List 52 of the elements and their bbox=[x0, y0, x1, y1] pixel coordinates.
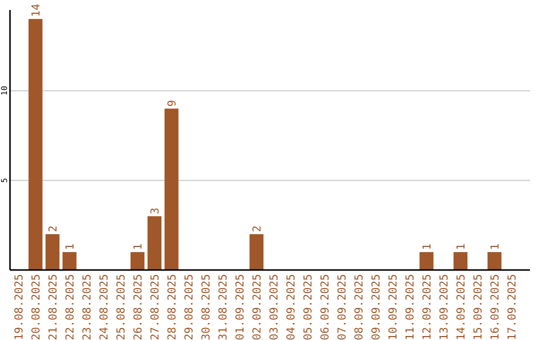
x-tick-label: 19.08.2025 bbox=[12, 274, 26, 340]
data-label: 1 bbox=[488, 243, 502, 250]
bar bbox=[250, 234, 264, 270]
data-label: 1 bbox=[420, 243, 434, 250]
x-tick-label: 27.08.2025 bbox=[148, 274, 162, 340]
bar bbox=[62, 252, 76, 270]
bar bbox=[164, 108, 178, 270]
x-tick-label: 08.09.2025 bbox=[352, 274, 366, 340]
bar bbox=[148, 216, 162, 270]
x-tick-label: 09.09.2025 bbox=[370, 274, 382, 340]
x-tick-label: 23.08.2025 bbox=[80, 274, 94, 340]
x-tick-label: 16.09.2025 bbox=[488, 274, 502, 340]
x-tick-label: 11.09.2025 bbox=[404, 274, 416, 340]
x-tick-label: 30.08.2025 bbox=[200, 274, 212, 340]
x-tick-label: 25.08.2025 bbox=[114, 274, 128, 340]
x-tick-label: 13.09.2025 bbox=[438, 274, 450, 340]
data-label: 3 bbox=[148, 208, 162, 214]
x-tick-label: 05.09.2025 bbox=[302, 274, 314, 340]
x-tick-label: 31.08.2025 bbox=[216, 274, 230, 340]
x-tick-label: 06.09.2025 bbox=[318, 274, 332, 340]
data-label: 14 bbox=[30, 3, 42, 17]
x-tick-label: 04.09.2025 bbox=[284, 274, 298, 340]
bar bbox=[454, 252, 468, 270]
x-tick-label: 24.08.2025 bbox=[98, 274, 110, 340]
x-tick-label: 22.08.2025 bbox=[64, 274, 76, 340]
x-tick-label: 02.09.2025 bbox=[250, 274, 264, 340]
data-label: 2 bbox=[46, 226, 60, 232]
x-tick-label: 07.09.2025 bbox=[336, 274, 348, 340]
x-tick-label: 21.08.2025 bbox=[46, 274, 60, 340]
data-label: 9 bbox=[166, 100, 178, 107]
y-tick-label: 5 bbox=[0, 178, 9, 183]
x-tick-label: 26.08.2025 bbox=[132, 274, 144, 340]
data-label: 1 bbox=[64, 243, 76, 250]
x-tick-label: 14.09.2025 bbox=[454, 274, 468, 340]
x-tick-label: 29.08.2025 bbox=[182, 274, 196, 340]
x-tick-label: 28.08.2025 bbox=[166, 274, 178, 340]
x-tick-label: 20.08.2025 bbox=[30, 274, 42, 340]
x-tick-label: 01.09.2025 bbox=[234, 274, 246, 340]
bar bbox=[488, 252, 502, 270]
bar bbox=[130, 252, 144, 270]
y-tick-label: 10 bbox=[0, 86, 9, 96]
bar bbox=[46, 234, 60, 270]
bar bbox=[28, 18, 42, 270]
bar bbox=[420, 252, 434, 270]
x-tick-label: 12.09.2025 bbox=[420, 274, 434, 340]
x-tick-label: 10.09.2025 bbox=[386, 274, 400, 340]
data-label: 2 bbox=[250, 226, 264, 232]
x-tick-label: 17.09.2025 bbox=[506, 274, 518, 340]
x-tick-label: 03.09.2025 bbox=[268, 274, 280, 340]
x-tick-label: 15.09.2025 bbox=[472, 274, 484, 340]
data-label: 1 bbox=[454, 243, 468, 250]
data-label: 1 bbox=[132, 243, 144, 250]
